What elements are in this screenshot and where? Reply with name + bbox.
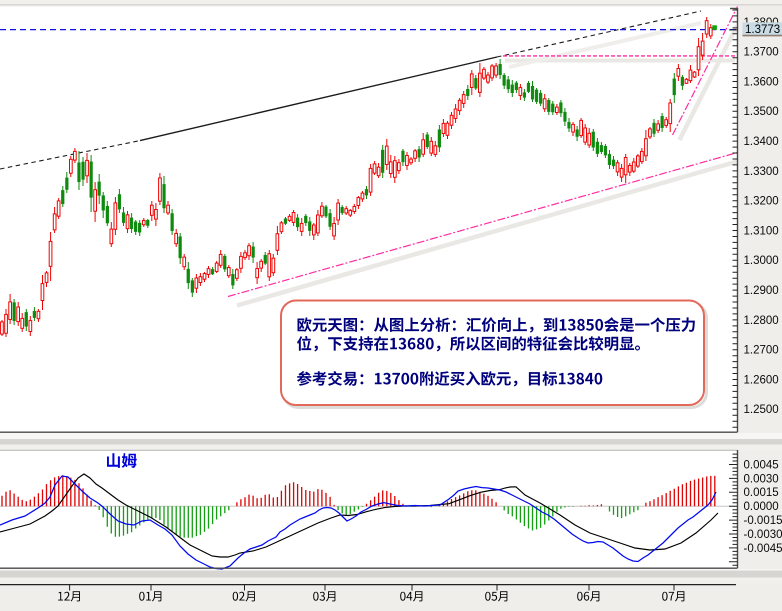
- svg-text:-0.0045: -0.0045: [744, 543, 782, 555]
- svg-text:0.0045: 0.0045: [744, 459, 779, 471]
- svg-text:1.3773: 1.3773: [745, 24, 780, 36]
- svg-text:1.3500: 1.3500: [744, 106, 779, 118]
- svg-text:1.2600: 1.2600: [744, 374, 779, 386]
- svg-text:1.2500: 1.2500: [744, 404, 779, 416]
- svg-text:1.2900: 1.2900: [744, 285, 779, 297]
- svg-text:1.3700: 1.3700: [744, 47, 779, 59]
- svg-text:0.0000: 0.0000: [744, 501, 779, 513]
- svg-text:1.3100: 1.3100: [744, 225, 779, 237]
- svg-text:-0.0030: -0.0030: [744, 529, 782, 541]
- svg-text:-0.0015: -0.0015: [744, 515, 782, 527]
- svg-text:1.2700: 1.2700: [744, 345, 779, 357]
- svg-text:1.3400: 1.3400: [744, 136, 779, 148]
- svg-text:0.0015: 0.0015: [744, 487, 779, 499]
- svg-text:1.3600: 1.3600: [744, 76, 779, 88]
- svg-text:1.3000: 1.3000: [744, 255, 779, 267]
- svg-text:1.3300: 1.3300: [744, 166, 779, 178]
- svg-text:1.3200: 1.3200: [744, 196, 779, 208]
- svg-text:0.0030: 0.0030: [744, 473, 779, 485]
- svg-text:1.2800: 1.2800: [744, 315, 779, 327]
